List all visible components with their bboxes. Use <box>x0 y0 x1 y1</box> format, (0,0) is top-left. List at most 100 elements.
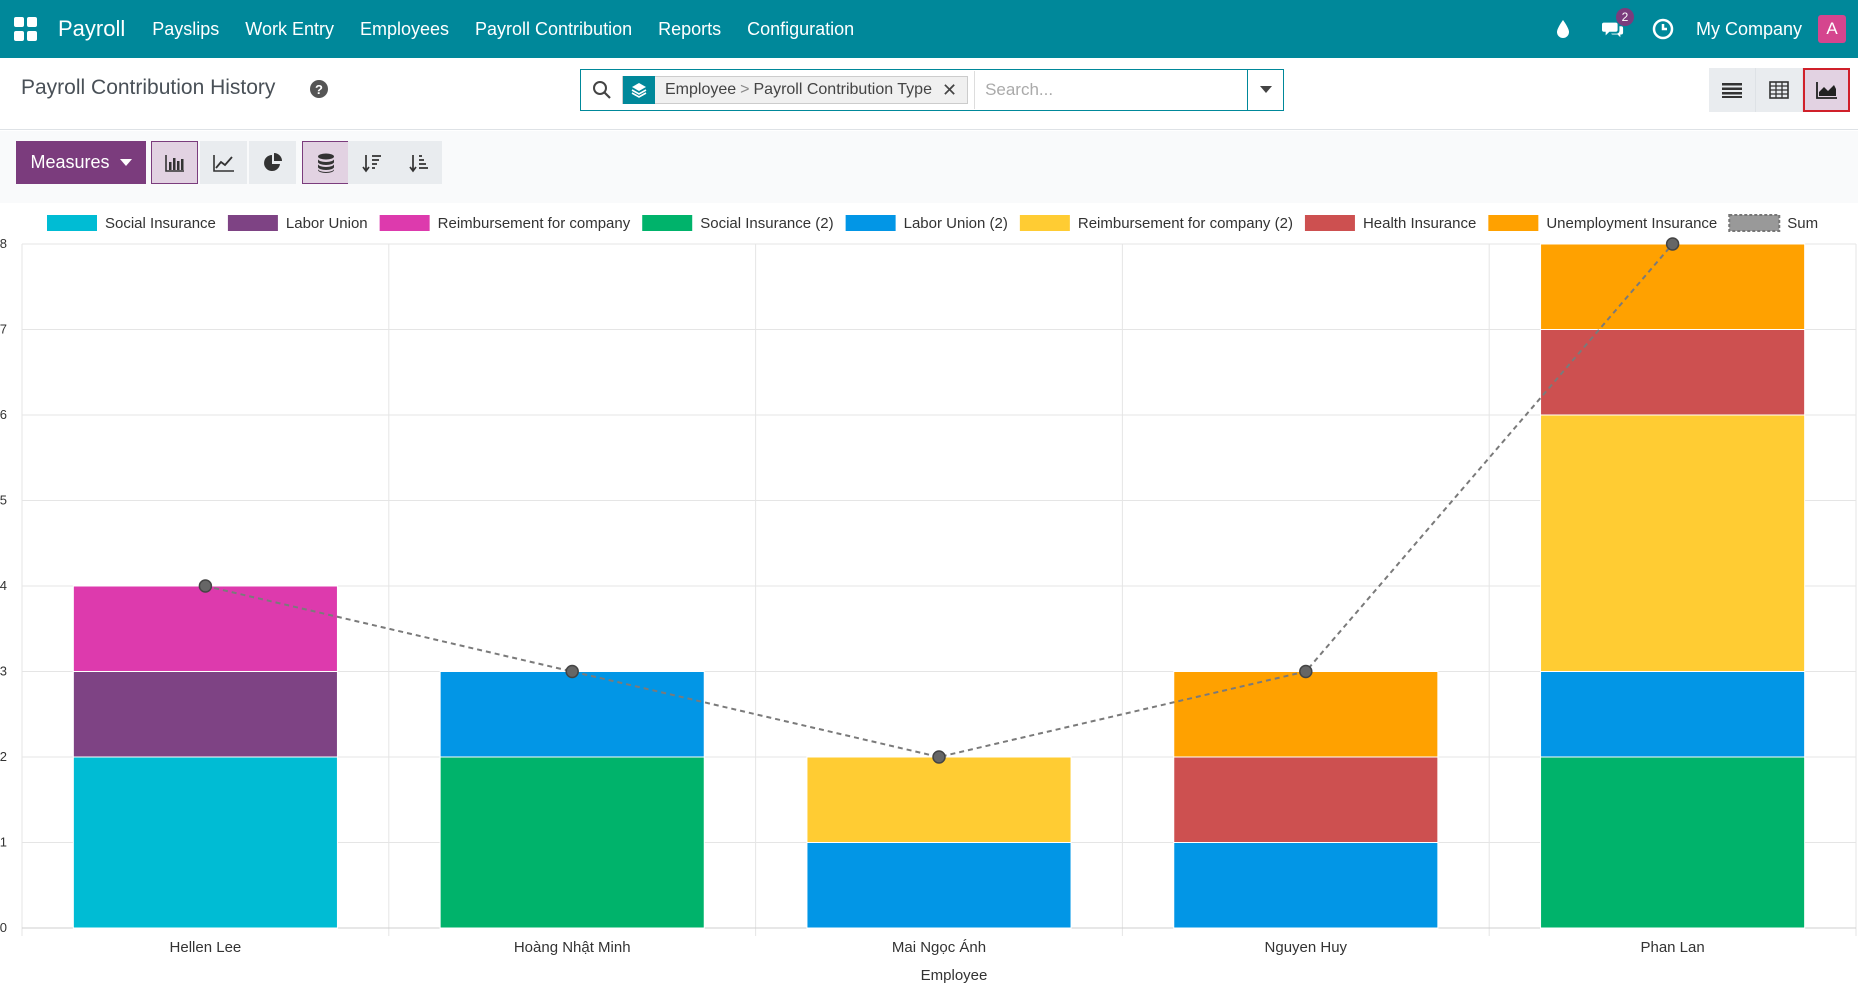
sum-point-phan-lan <box>1665 237 1680 251</box>
bar-chart-button[interactable] <box>151 141 198 184</box>
area-chart-icon <box>1815 82 1837 99</box>
bar-social-insurance-hellen-lee <box>72 756 338 929</box>
legend-label-reimbursement-for-company: Reimbursement for company <box>438 215 631 232</box>
view-switcher <box>1709 68 1850 112</box>
sum-point-mai-ngoc-anh <box>932 750 946 764</box>
y-tick-label: 6 <box>0 407 7 422</box>
y-tick-label: 0 <box>0 920 7 935</box>
bar-reimbursement-for-company-hellen-lee <box>72 585 338 672</box>
sum-point-nguyen-huy <box>1299 664 1313 679</box>
facet-separator: > <box>740 81 750 98</box>
stacked-toggle-button[interactable] <box>302 141 349 184</box>
main-menu: Payslips Work Entry Employees Payroll Co… <box>139 0 867 58</box>
line-chart-icon <box>212 154 234 172</box>
bar-reimbursement-for-company-2-mai-ngoc-anh <box>806 756 1072 843</box>
bar-reimbursement-for-company-2-phan-lan <box>1540 414 1806 672</box>
facet-remove-button[interactable]: ✕ <box>941 79 958 100</box>
caret-down-icon <box>1259 86 1272 93</box>
graph-view-button[interactable] <box>1803 68 1850 112</box>
menu-item-reports[interactable]: Reports <box>658 19 722 39</box>
control-panel: Payroll Contribution History ? Employee >… <box>0 58 1858 130</box>
search-icon <box>592 80 612 100</box>
clock-icon[interactable] <box>1652 18 1674 40</box>
legend-label-reimbursement-for-company-2: Reimbursement for company (2) <box>1078 215 1293 232</box>
legend-label-labor-union-2: Labor Union (2) <box>904 215 1008 232</box>
y-tick-label: 1 <box>0 835 7 850</box>
sort-ascending-button[interactable] <box>395 141 442 184</box>
list-view-button[interactable] <box>1709 68 1756 112</box>
bar-labor-union-2-hoang-nhat-minh <box>439 671 705 758</box>
menu-item-employees[interactable]: Employees <box>359 19 450 39</box>
sort-ascending-icon <box>408 154 428 172</box>
droplet-icon[interactable] <box>1552 18 1574 40</box>
search-input[interactable] <box>974 71 1247 109</box>
y-tick-label: 5 <box>0 493 7 508</box>
legend-swatch-social-insurance <box>47 215 97 231</box>
legend-label-labor-union: Labor Union <box>286 215 368 232</box>
search-options-toggle[interactable] <box>1247 70 1283 110</box>
measures-dropdown-button[interactable]: Measures <box>16 141 146 184</box>
chat-icon[interactable]: 2 <box>1601 8 1634 40</box>
legend-swatch-sum <box>1728 214 1781 232</box>
sum-point-hellen-lee <box>198 579 213 593</box>
chat-count-badge: 2 <box>1615 8 1634 26</box>
legend-swatch-social-insurance-2 <box>642 215 693 231</box>
y-tick-label: 2 <box>0 749 7 764</box>
bar-health-insurance-phan-lan <box>1540 329 1806 416</box>
legend-swatch-reimbursement-for-company-2 <box>1019 215 1070 231</box>
facet-value-contribution-type: Payroll Contribution Type <box>753 81 932 98</box>
graph-chart-area: 0 1 2 3 4 5 6 7 8 Hellen Lee Hoàng Nhật Minh Mai Ng… <box>0 203 1858 986</box>
legend-label-sum: Sum <box>1787 215 1818 232</box>
pie-chart-icon <box>263 152 282 171</box>
search-bar: Employee > Payroll Contribution Type ✕ <box>580 69 1284 111</box>
x-tick-label: Phan Lan <box>1640 939 1704 956</box>
bar-labor-union-2-phan-lan <box>1540 671 1806 758</box>
legend-swatch-health-insurance <box>1304 215 1355 231</box>
x-tick-label: Mai Ngọc Ánh <box>892 939 986 956</box>
bar-unemployment-insurance-nguyen-huy <box>1173 671 1439 758</box>
x-tick-label: Hoàng Nhật Minh <box>514 939 631 956</box>
stacked-bar-chart: 0 1 2 3 4 5 6 7 8 Hellen Lee Hoàng Nhật Minh Mai Ng… <box>0 214 1857 984</box>
measures-label: Measures <box>30 152 110 172</box>
sort-descending-button[interactable] <box>348 141 395 184</box>
legend-swatch-unemployment-insurance <box>1488 215 1539 231</box>
x-tick-label: Nguyen Huy <box>1265 939 1348 956</box>
graph-toolbar: Measures <box>0 131 1858 203</box>
y-tick-label: 4 <box>0 578 7 593</box>
legend-swatch-labor-union <box>227 215 278 231</box>
x-tick-label: Hellen Lee <box>170 939 242 956</box>
app-brand[interactable]: Payroll <box>58 16 126 41</box>
bar-labor-union-2-nguyen-huy <box>1173 842 1439 929</box>
legend-label-health-insurance: Health Insurance <box>1363 215 1476 232</box>
pie-chart-button[interactable] <box>249 141 296 184</box>
table-icon <box>1769 81 1789 99</box>
layers-icon <box>623 76 655 104</box>
menu-item-work-entry[interactable]: Work Entry <box>245 19 334 39</box>
legend-swatch-reimbursement-for-company <box>379 215 430 231</box>
menu-item-payroll-contribution[interactable]: Payroll Contribution <box>475 19 633 39</box>
bar-social-insurance-2-phan-lan <box>1540 756 1806 929</box>
company-switcher[interactable]: My Company <box>1695 18 1802 39</box>
sum-line <box>205 243 1674 759</box>
user-avatar[interactable]: A <box>1818 15 1846 43</box>
list-icon <box>1722 83 1742 98</box>
apps-grid-icon[interactable] <box>14 17 38 41</box>
y-tick-label: 8 <box>0 236 7 251</box>
line-chart-button[interactable] <box>200 141 247 184</box>
bar-health-insurance-nguyen-huy <box>1173 756 1439 843</box>
facet-values: Employee > Payroll Contribution Type <box>655 81 942 99</box>
caret-down-icon <box>119 159 132 166</box>
top-navbar: Payroll Payslips Work Entry Employees Pa… <box>0 0 1858 58</box>
legend-swatch-labor-union-2 <box>845 215 896 231</box>
pivot-view-button[interactable] <box>1756 68 1803 112</box>
menu-item-configuration[interactable]: Configuration <box>747 19 855 39</box>
sort-descending-icon <box>361 154 381 172</box>
help-icon[interactable]: ? <box>310 80 328 98</box>
y-tick-label: 3 <box>0 664 7 679</box>
groupby-facet: Employee > Payroll Contribution Type ✕ <box>622 76 969 104</box>
bar-social-insurance-2-hoang-nhat-minh <box>439 756 705 929</box>
menu-item-payslips[interactable]: Payslips <box>152 19 220 39</box>
legend-label-social-insurance-2: Social Insurance (2) <box>700 215 833 232</box>
bar-labor-union-hellen-lee <box>72 671 338 758</box>
bar-chart-icon <box>164 154 184 172</box>
